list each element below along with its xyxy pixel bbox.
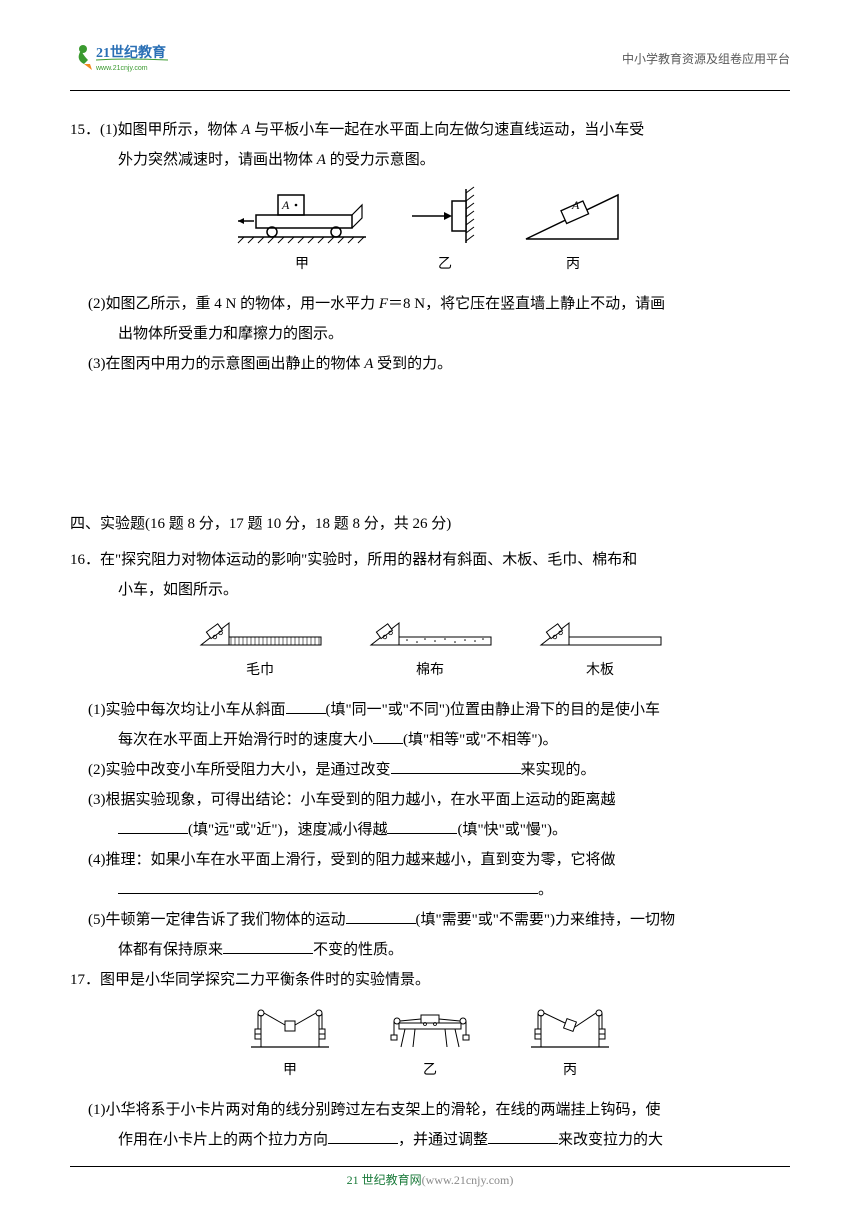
blank bbox=[286, 699, 326, 714]
content: 15．(1)如图甲所示，物体 A 与平板小车一起在水平面上向左做匀速直线运动，当… bbox=[70, 115, 790, 1155]
q16-fig-b: 棉布 bbox=[365, 615, 495, 685]
q15-part2-line1: (2)如图乙所示，重 4 N 的物体，用一水平力 F＝8 N，将它压在竖直墙上静… bbox=[70, 289, 790, 319]
q16-figures: 毛巾 棉布 木板 bbox=[70, 615, 790, 685]
q17-fig-c: 丙 bbox=[525, 1005, 615, 1085]
footer-divider bbox=[70, 1166, 790, 1167]
ramp-board-icon bbox=[535, 615, 665, 655]
blank bbox=[488, 1129, 558, 1144]
blank bbox=[223, 939, 313, 954]
page-footer: 21 世纪教育网(www.21cnjy.com) bbox=[0, 1166, 860, 1188]
q17-figures: 甲 bbox=[70, 1005, 790, 1085]
q16-p1-line1: (1)实验中每次均让小车从斜面(填"同一"或"不同")位置由静止滑下的目的是使小… bbox=[70, 695, 790, 725]
footer-text: 21 世纪教育网(www.21cnjy.com) bbox=[0, 1171, 860, 1188]
q16-number: 16． bbox=[70, 552, 100, 568]
q16-fig-c-label: 木板 bbox=[586, 657, 614, 685]
q15-fig-c: A 丙 bbox=[518, 185, 628, 279]
page-header: 21世纪教育 www.21cnjy.com 中小学教育资源及组卷应用平台 bbox=[70, 40, 790, 82]
q16-p4-line2: 。 bbox=[70, 875, 790, 905]
spacer bbox=[70, 379, 790, 469]
q17-number: 17． bbox=[70, 972, 100, 988]
wall-block-icon bbox=[402, 185, 488, 249]
blank bbox=[328, 1129, 398, 1144]
footer-brand: 21 世纪教育网 bbox=[347, 1173, 422, 1187]
cart-diagram-icon: A bbox=[232, 185, 372, 249]
logo: 21世纪教育 www.21cnjy.com bbox=[70, 40, 170, 76]
q16-p4-line1: (4)推理：如果小车在水平面上滑行，受到的阻力越来越小，直到变为零，它将做 bbox=[70, 845, 790, 875]
q17-fig-c-label: 丙 bbox=[563, 1057, 577, 1085]
q16-p3-line2: (填"远"或"近")，速度减小得越(填"快"或"慢")。 bbox=[70, 815, 790, 845]
q16-p2: (2)实验中改变小车所受阻力大小，是通过改变来实现的。 bbox=[70, 755, 790, 785]
q16-p3-line1: (3)根据实验现象，可得出结论：小车受到的阻力越小，在水平面上运动的距离越 bbox=[70, 785, 790, 815]
ramp-cloth-icon bbox=[365, 615, 495, 655]
q15-fig-b-label: 乙 bbox=[438, 251, 452, 279]
blank bbox=[118, 879, 538, 894]
q16-fig-b-label: 棉布 bbox=[416, 657, 444, 685]
svg-text:A: A bbox=[281, 198, 290, 212]
q15-fig-c-label: 丙 bbox=[566, 251, 580, 279]
q15-part3: (3)在图丙中用力的示意图画出静止的物体 A 受到的力。 bbox=[70, 349, 790, 379]
q17-fig-a-label: 甲 bbox=[283, 1057, 297, 1085]
section4-title: 四、实验题(16 题 8 分，17 题 10 分，18 题 8 分，共 26 分… bbox=[70, 509, 790, 539]
logo-icon: 21世纪教育 www.21cnjy.com bbox=[70, 40, 170, 76]
q15-number: 15． bbox=[70, 122, 100, 138]
header-divider bbox=[70, 90, 790, 91]
q15-part2-line2: 出物体所受重力和摩擦力的图示。 bbox=[70, 319, 790, 349]
q15-line1: 15．(1)如图甲所示，物体 A 与平板小车一起在水平面上向左做匀速直线运动，当… bbox=[70, 115, 790, 145]
q15-fig-b: 乙 bbox=[402, 185, 488, 279]
q16-fig-c: 木板 bbox=[535, 615, 665, 685]
q16-fig-a: 毛巾 bbox=[195, 615, 325, 685]
incline-block-icon: A bbox=[518, 185, 628, 249]
blank bbox=[391, 759, 521, 774]
svg-text:21世纪教育: 21世纪教育 bbox=[96, 44, 166, 61]
q15-figures: A 甲 bbox=[70, 185, 790, 279]
table-cart-icon bbox=[375, 1005, 485, 1055]
q16-fig-a-label: 毛巾 bbox=[246, 657, 274, 685]
footer-url: (www.21cnjy.com) bbox=[422, 1173, 514, 1187]
blank bbox=[373, 729, 403, 744]
q15-fig-a-label: 甲 bbox=[295, 251, 309, 279]
q17-fig-a: 甲 bbox=[245, 1005, 335, 1085]
pulley-card-a-icon bbox=[245, 1005, 335, 1055]
q15-fig-a: A 甲 bbox=[232, 185, 372, 279]
blank bbox=[346, 909, 416, 924]
q16-p1-line2: 每次在水平面上开始滑行时的速度大小(填"相等"或"不相等")。 bbox=[70, 725, 790, 755]
q17-fig-b-label: 乙 bbox=[423, 1057, 437, 1085]
q15-line2: 外力突然减速时，请画出物体 A 的受力示意图。 bbox=[70, 145, 790, 175]
q16-p5-line1: (5)牛顿第一定律告诉了我们物体的运动(填"需要"或"不需要")力来维持，一切物 bbox=[70, 905, 790, 935]
q17-p1-line2: 作用在小卡片上的两个拉力方向，并通过调整来改变拉力的大 bbox=[70, 1125, 790, 1155]
q16-line2: 小车，如图所示。 bbox=[70, 575, 790, 605]
header-right-text: 中小学教育资源及组卷应用平台 bbox=[622, 50, 790, 67]
pulley-card-c-icon bbox=[525, 1005, 615, 1055]
q16-p5-line2: 体都有保持原来不变的性质。 bbox=[70, 935, 790, 965]
q16-line1: 16．在"探究阻力对物体运动的影响"实验时，所用的器材有斜面、木板、毛巾、棉布和 bbox=[70, 545, 790, 575]
blank bbox=[387, 819, 457, 834]
ramp-towel-icon bbox=[195, 615, 325, 655]
blank bbox=[118, 819, 188, 834]
svg-text:www.21cnjy.com: www.21cnjy.com bbox=[95, 65, 148, 72]
q17-fig-b: 乙 bbox=[375, 1005, 485, 1085]
q17-line1: 17．图甲是小华同学探究二力平衡条件时的实验情景。 bbox=[70, 965, 790, 995]
q17-p1-line1: (1)小华将系于小卡片两对角的线分别跨过左右支架上的滑轮，在线的两端挂上钩码，使 bbox=[70, 1095, 790, 1125]
svg-text:A: A bbox=[571, 198, 580, 212]
